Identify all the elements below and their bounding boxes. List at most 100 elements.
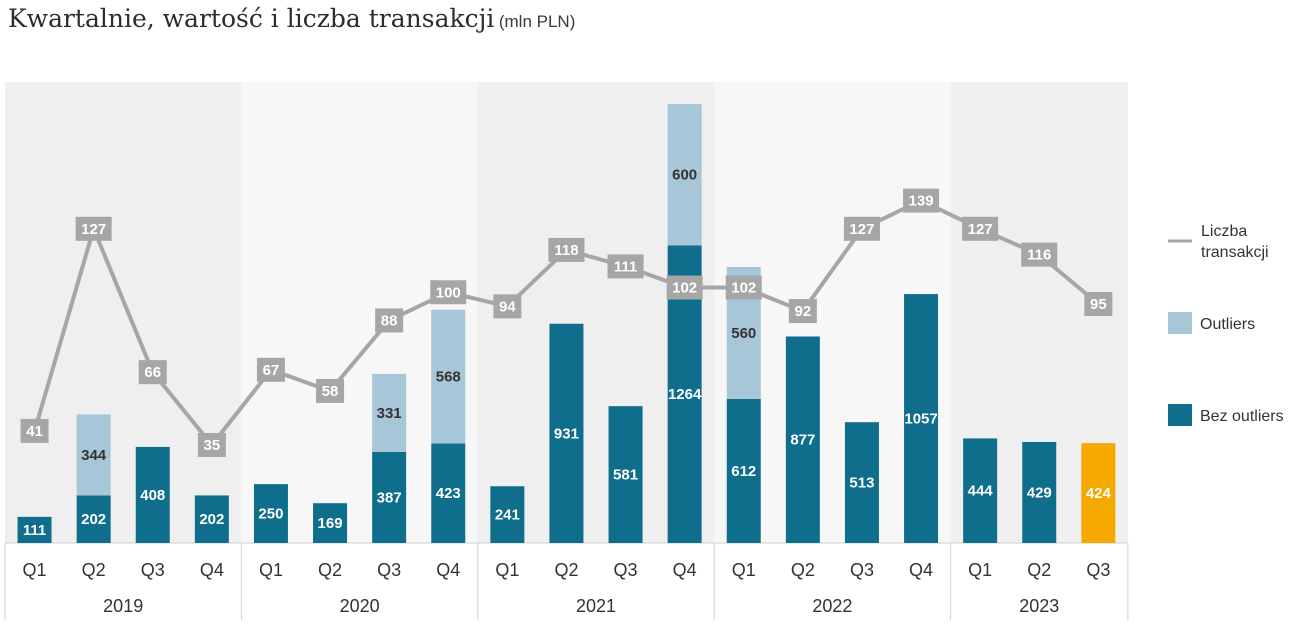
- line-point-marker: [256, 357, 285, 382]
- line-point-label: 118: [554, 242, 578, 259]
- line-point-label: 111: [614, 258, 637, 275]
- bar-bez-outliers: [431, 443, 466, 543]
- bar-value-label: 1264: [668, 386, 702, 403]
- quarter-tick-label: Q3: [614, 560, 638, 580]
- bar-value-label: 202: [81, 511, 106, 528]
- quarter-tick-label: Q1: [495, 560, 519, 580]
- quarter-tick-label: Q1: [732, 560, 756, 580]
- line-point-marker: [493, 294, 522, 319]
- line-point-label: 35: [204, 437, 221, 454]
- line-point-label: 127: [81, 221, 106, 238]
- bar-value-label: 429: [1027, 484, 1052, 501]
- bar-value-label: 1057: [904, 411, 937, 428]
- year-label: 2022: [812, 596, 852, 616]
- bar-bez-outliers: [372, 451, 407, 543]
- bar-bez-outliers: [1022, 441, 1057, 543]
- year-label: 2020: [340, 596, 380, 616]
- quarter-tick-label: Q3: [377, 560, 401, 580]
- chart-title-main: Kwartalnie, wartość i liczba transakcji: [8, 4, 495, 33]
- line-point-label: 100: [436, 284, 461, 301]
- quarter-tick-label: Q3: [1086, 560, 1110, 580]
- chart-title: Kwartalnie, wartość i liczba transakcji …: [8, 4, 575, 33]
- outlier-value-label: 568: [436, 369, 461, 386]
- bar-bez-outliers: [313, 503, 348, 543]
- quarter-tick-label: Q2: [791, 560, 815, 580]
- bar-bez-outliers: [17, 516, 52, 543]
- bar-value-label: 513: [849, 475, 874, 492]
- line-point-label: 88: [381, 312, 398, 329]
- line-point-marker: [1021, 242, 1058, 267]
- bar-value-label: 202: [199, 511, 224, 528]
- bar-bez-outliers: [1081, 443, 1116, 543]
- quarter-tick-label: Q4: [200, 560, 224, 580]
- line-point-label: 95: [1090, 296, 1107, 313]
- legend-label-line-part1: Liczba: [1201, 223, 1247, 240]
- year-label: 2019: [103, 596, 143, 616]
- bar-value-label: 241: [495, 507, 520, 524]
- line-point-label: 58: [322, 383, 339, 400]
- bar-value-label: 444: [968, 483, 994, 500]
- line-point-marker: [20, 418, 49, 443]
- quarter-tick-label: Q4: [909, 560, 933, 580]
- year-band: [5, 82, 242, 543]
- quarter-tick-label: Q2: [82, 560, 106, 580]
- bar-bez-outliers: [549, 323, 584, 543]
- legend-bez-outliers-swatch: [1168, 404, 1192, 426]
- bar-value-label: 408: [140, 487, 165, 504]
- quarter-tick-label: Q1: [23, 560, 47, 580]
- quarter-tick-label: Q4: [436, 560, 460, 580]
- x-axis: 2019 2020 2021 2022 2023 Q1 Q2 Q3 Q4 Q1 Q2 Q3 Q4 Q1 Q2…: [4, 542, 1129, 620]
- line-point-marker: [725, 275, 762, 300]
- bar-value-label: 250: [258, 506, 283, 523]
- bar-value-label: 877: [790, 432, 815, 449]
- line-point-marker: [138, 360, 167, 385]
- outlier-value-label: 560: [731, 325, 756, 342]
- year-label: 2023: [1019, 596, 1059, 616]
- bar-bez-outliers: [726, 398, 761, 543]
- bar-bez-outliers: [963, 438, 998, 543]
- legend: Liczba transakcji Outliers Bez outliers: [1168, 223, 1284, 426]
- line-point-label: 116: [1027, 247, 1051, 264]
- quarter-tick-label: Q2: [1027, 560, 1051, 580]
- bar-outliers: [372, 373, 407, 452]
- line-point-marker: [75, 216, 112, 241]
- line-point-marker: [962, 216, 999, 241]
- bar-bez-outliers: [608, 406, 643, 543]
- bar-bez-outliers: [490, 486, 525, 543]
- bar-bez-outliers: [253, 484, 288, 543]
- line-point-marker: [1084, 292, 1113, 316]
- line-point-label: 102: [731, 280, 756, 297]
- line-point-marker: [316, 378, 345, 403]
- line-point-label: 94: [499, 298, 516, 315]
- legend-label-outliers: Outliers: [1200, 316, 1255, 333]
- bar-value-label: 612: [731, 463, 756, 480]
- bar-outliers: [76, 414, 111, 496]
- line-point-marker: [548, 237, 585, 262]
- quarter-tick-label: Q3: [850, 560, 874, 580]
- bar-bez-outliers: [194, 495, 229, 543]
- bars-layer: 111 202 344 408 202 250 169 387 331 423 568 241 931 5…: [17, 104, 1116, 543]
- bar-bez-outliers: [135, 446, 170, 543]
- bar-bez-outliers: [785, 336, 820, 543]
- line-point-marker: [666, 275, 703, 300]
- bar-value-label: 169: [318, 515, 343, 532]
- line-point-label: 92: [795, 303, 812, 320]
- bar-value-label: 111: [23, 522, 46, 539]
- quarter-tick-label: Q4: [673, 560, 697, 580]
- bar-bez-outliers: [904, 294, 939, 543]
- legend-label-line-part2: transakcji: [1201, 244, 1269, 261]
- line-point-label: 127: [849, 221, 874, 238]
- year-label: 2021: [576, 596, 616, 616]
- bar-value-label: 423: [436, 485, 461, 502]
- bar-bez-outliers: [844, 422, 879, 543]
- line-point-marker: [607, 254, 644, 279]
- line-point-marker: [197, 433, 226, 457]
- line-point-label: 66: [144, 364, 161, 381]
- outlier-value-label: 331: [377, 405, 402, 422]
- bar-outliers: [431, 309, 466, 444]
- line-point-marker: [843, 216, 880, 241]
- quarter-tick-label: Q2: [554, 560, 578, 580]
- outlier-value-label: 600: [672, 167, 697, 184]
- line-point-label: 102: [672, 280, 697, 297]
